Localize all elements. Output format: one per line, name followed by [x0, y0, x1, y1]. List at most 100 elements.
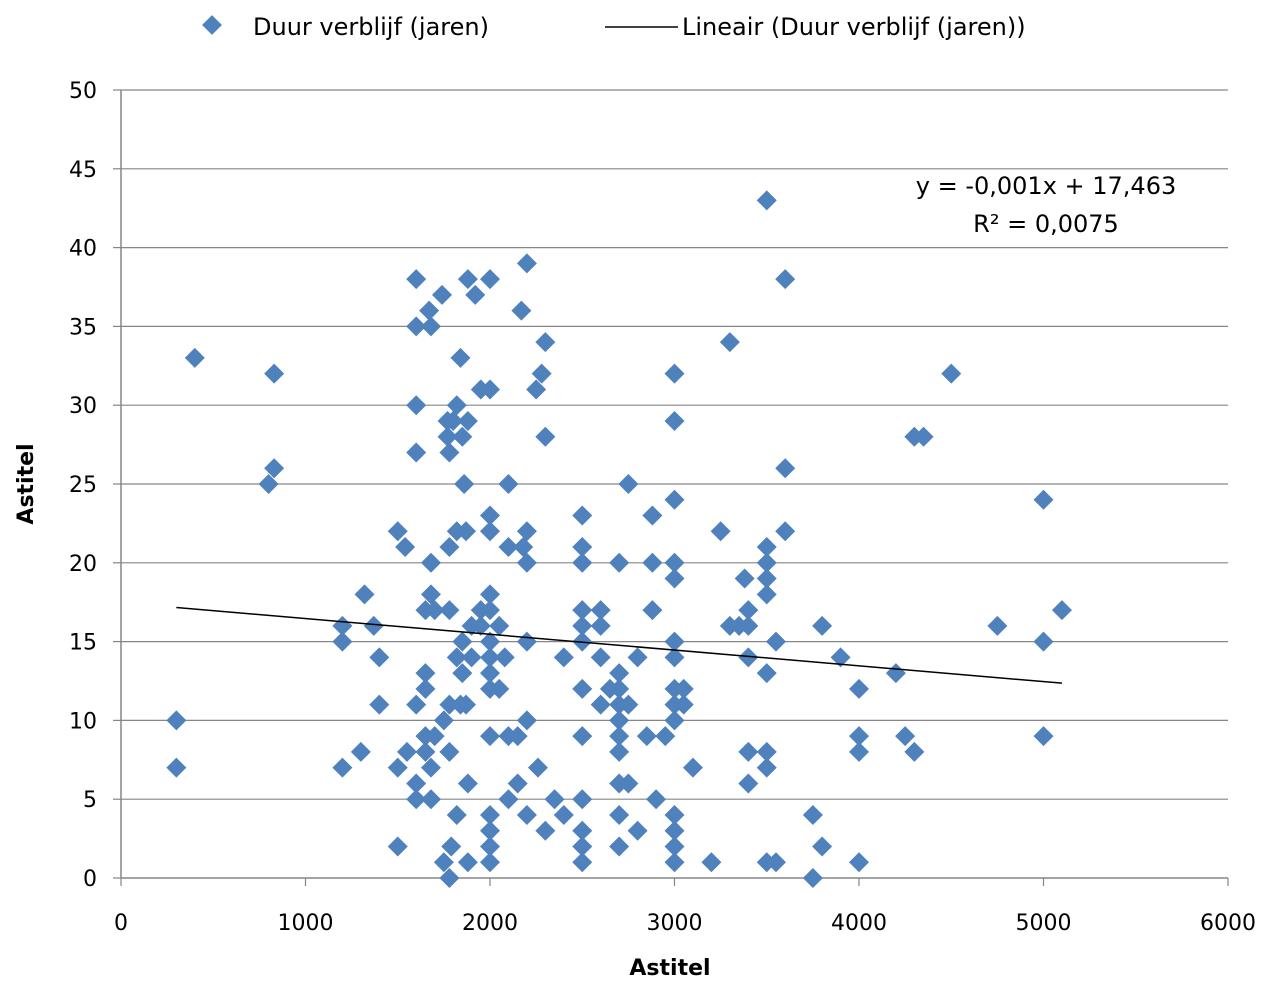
data-point	[406, 316, 427, 337]
data-point	[420, 789, 441, 810]
x-tick-label: 1000	[278, 911, 334, 936]
data-point	[572, 836, 593, 857]
data-point	[775, 269, 796, 290]
data-point	[264, 458, 285, 479]
data-point	[756, 537, 777, 558]
data-point	[369, 647, 390, 668]
data-point	[332, 631, 353, 652]
data-point	[664, 647, 685, 668]
data-point	[420, 552, 441, 573]
data-point	[572, 789, 593, 810]
data-point	[590, 600, 611, 621]
data-point	[849, 678, 869, 699]
legend: Duur verblijf (jaren) Lineair (Duur verb…	[202, 13, 1026, 41]
data-point	[609, 726, 630, 747]
data-point	[441, 836, 462, 857]
data-point	[470, 615, 491, 636]
data-point	[498, 789, 519, 810]
data-point	[756, 552, 777, 573]
data-point	[738, 741, 759, 762]
data-point	[1033, 489, 1054, 510]
data-point	[480, 584, 500, 605]
data-point	[480, 600, 500, 621]
data-point	[432, 284, 453, 305]
data-point	[642, 600, 663, 621]
data-point	[756, 190, 777, 211]
data-point	[734, 568, 755, 589]
data-point	[452, 663, 473, 684]
data-point	[618, 694, 639, 715]
data-point	[443, 410, 464, 431]
data-point	[553, 804, 574, 825]
data-point	[452, 631, 473, 652]
data-point	[609, 836, 630, 857]
y-tick-label: 50	[69, 79, 97, 104]
data-point	[738, 600, 759, 621]
data-point	[419, 300, 440, 321]
data-point	[439, 694, 460, 715]
data-point	[406, 789, 427, 810]
data-point	[1051, 600, 1072, 621]
data-point	[756, 757, 777, 778]
data-point	[516, 521, 537, 542]
data-point	[446, 804, 467, 825]
y-tick-label: 20	[69, 552, 97, 577]
data-point	[507, 773, 528, 794]
data-point	[1033, 631, 1054, 652]
data-point	[673, 694, 694, 715]
data-point	[480, 663, 500, 684]
data-point	[812, 836, 833, 857]
data-point	[609, 741, 630, 762]
data-point	[627, 647, 648, 668]
y-tick-label: 30	[69, 394, 97, 419]
data-point	[664, 363, 685, 384]
x-axis-title: Astitel	[629, 956, 710, 981]
data-point	[387, 836, 408, 857]
data-point	[664, 852, 685, 873]
data-point	[489, 615, 510, 636]
data-point	[701, 852, 722, 873]
data-point	[765, 631, 786, 652]
data-point	[642, 505, 663, 526]
data-point	[526, 379, 547, 400]
data-point	[480, 379, 500, 400]
data-point	[166, 710, 187, 731]
data-point	[531, 363, 552, 384]
trendline	[176, 606, 1063, 684]
x-tick-label: 3000	[647, 911, 703, 936]
data-point	[738, 773, 759, 794]
data-point	[363, 615, 384, 636]
y-tick-label: 10	[69, 709, 97, 734]
data-point	[507, 726, 528, 747]
data-point	[456, 521, 477, 542]
data-point	[655, 726, 676, 747]
data-point	[457, 852, 478, 873]
data-point	[609, 804, 630, 825]
data-point	[258, 474, 279, 494]
data-point	[332, 757, 353, 778]
y-tick-label: 25	[69, 473, 97, 498]
data-point	[439, 442, 460, 463]
data-point	[498, 474, 519, 494]
data-point	[664, 552, 685, 573]
data-point	[802, 868, 823, 888]
legend-trend-label: Lineair (Duur verblijf (jaren))	[682, 13, 1026, 41]
data-point	[166, 757, 187, 778]
data-point	[904, 741, 925, 762]
data-point	[457, 269, 478, 290]
y-axis-title: Astitel	[14, 443, 39, 524]
data-point	[553, 647, 574, 668]
data-point	[941, 363, 962, 384]
data-point	[572, 678, 593, 699]
data-point	[396, 741, 417, 762]
data-point	[682, 757, 703, 778]
data-point	[354, 584, 375, 605]
data-point	[812, 615, 833, 636]
data-point	[456, 694, 477, 715]
data-point	[572, 552, 593, 573]
data-point	[535, 426, 556, 447]
data-point	[450, 347, 471, 368]
data-point	[511, 300, 532, 321]
data-point	[664, 710, 685, 731]
data-point	[480, 521, 500, 542]
